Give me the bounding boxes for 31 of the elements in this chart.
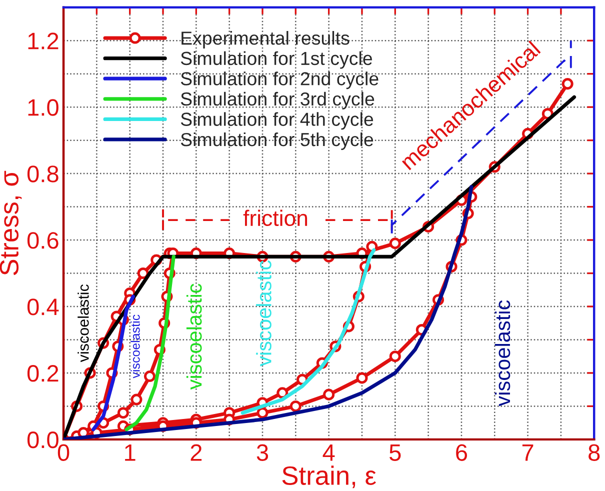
y-tick-label: 0.8 [27, 166, 58, 182]
annotation: viscoelastic [78, 284, 89, 362]
x-tick-label: 5 [390, 444, 401, 461]
x-tick-label: 7 [522, 444, 534, 461]
x-tick-label: 1 [125, 444, 136, 461]
y-tick-label: 0.2 [27, 365, 58, 382]
line-series [64, 185, 474, 440]
x-tick-label: 2 [190, 444, 202, 461]
legend-label: Simulation for 1st cycle [180, 51, 372, 69]
annotation: viscoelastic [256, 260, 272, 366]
y-tick-label: 1.0 [28, 99, 58, 116]
annotation: friction [243, 210, 308, 226]
x-tick-label: 6 [456, 444, 467, 461]
annotation: viscoelastic [494, 300, 510, 406]
y-tick-label: 0.0 [27, 432, 58, 448]
legend-label: Simulation for 4th cycle [180, 112, 374, 130]
legend-label: Simulation for 5th cycle [180, 132, 374, 150]
annotation: viscoelastic [130, 314, 140, 378]
legend-label: Simulation for 3rd cycle [180, 92, 374, 110]
y-tick-label: 1.2 [28, 32, 58, 50]
x-axis-title: Strain, ε [282, 466, 376, 488]
y-tick-label: 0.6 [27, 232, 58, 249]
x-tick-label: 0 [58, 444, 70, 461]
annotation: viscoelastic [186, 284, 202, 390]
legend-label: Experimental results [182, 31, 350, 48]
x-tick-label: 4 [322, 444, 335, 461]
x-tick-label: 3 [256, 444, 268, 461]
y-axis-title: Stress, σ [0, 170, 22, 276]
legend-label: Simulation for 2nd cycle [180, 72, 378, 90]
x-tick-label: 8 [588, 444, 600, 461]
y-tick-label: 0.4 [27, 298, 59, 316]
